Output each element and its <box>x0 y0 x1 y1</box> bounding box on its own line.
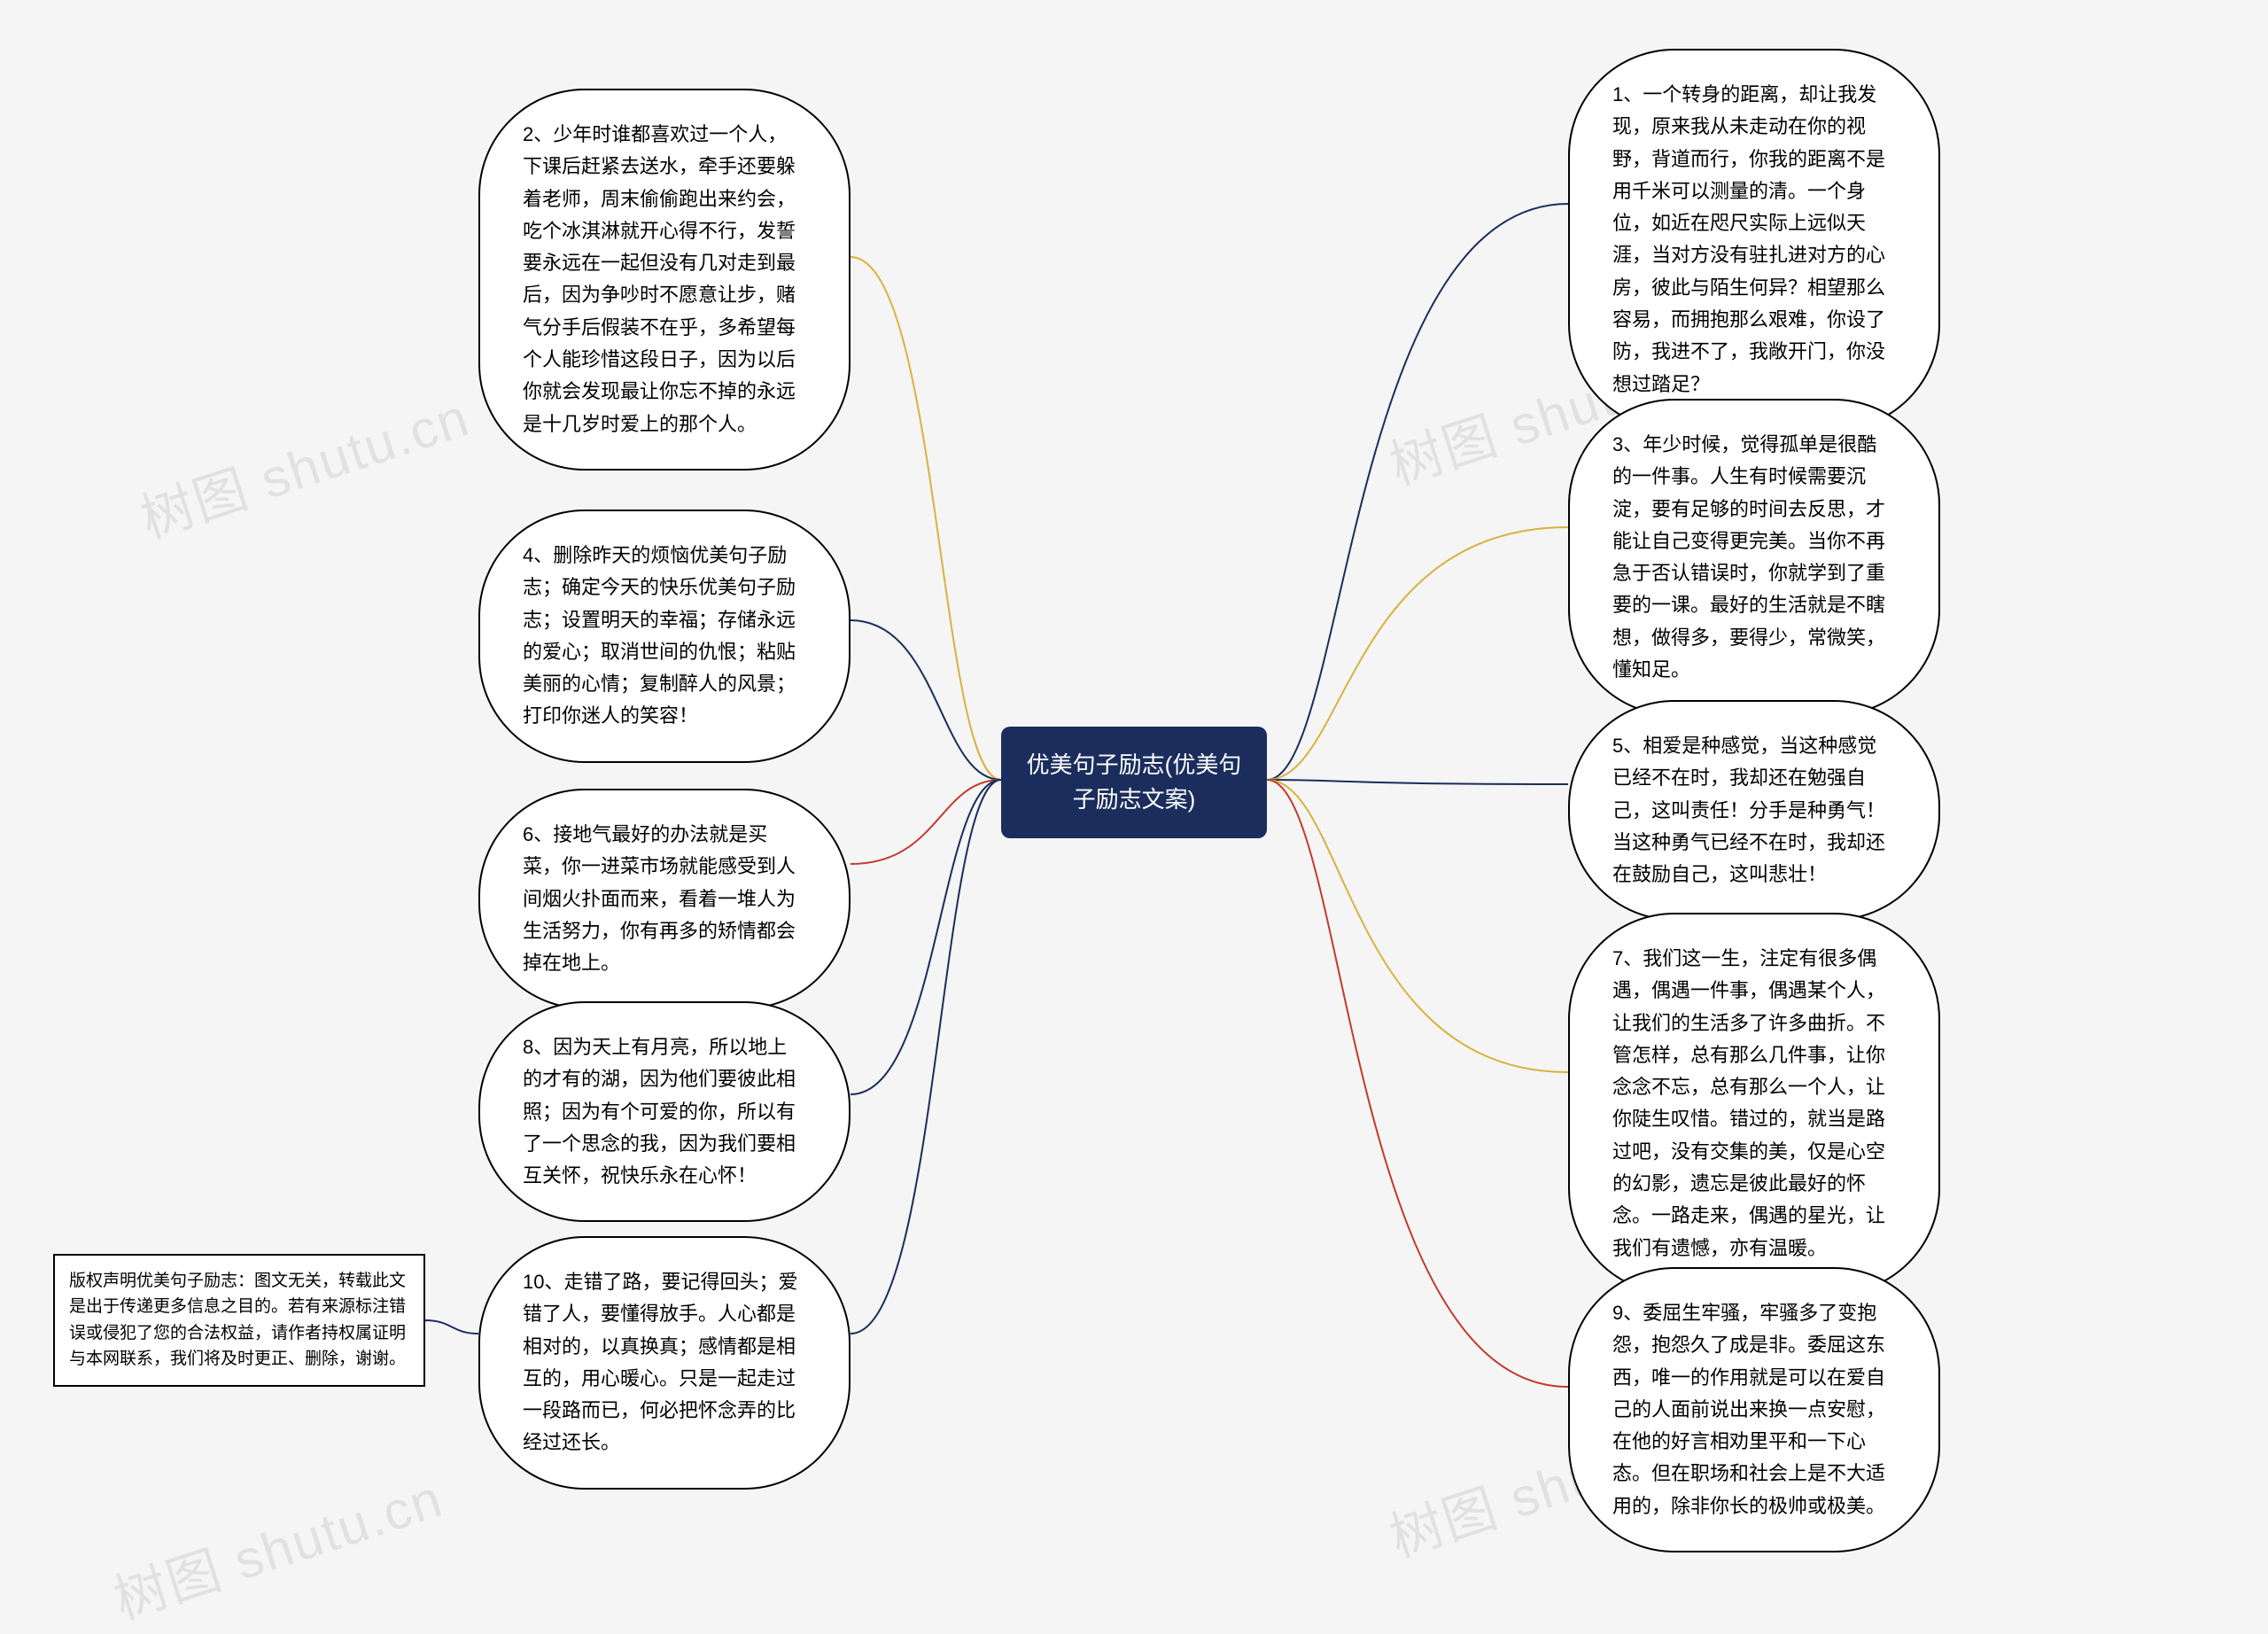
connector-n2 <box>850 257 1001 780</box>
connector-n4 <box>850 620 1001 780</box>
copyright-footnote: 版权声明优美句子励志：图文无关，转载此文是出于传递更多信息之目的。若有来源标注错… <box>53 1254 425 1387</box>
connector-n10 <box>850 780 1001 1334</box>
mindmap-node-9[interactable]: 9、委屈生牢骚，牢骚多了变抱怨，抱怨久了成是非。委屈这东西，唯一的作用就是可以在… <box>1568 1267 1940 1552</box>
connector-n6 <box>850 780 1001 864</box>
mindmap-center[interactable]: 优美句子励志(优美句子励志文案) <box>1001 727 1267 838</box>
mindmap-node-4[interactable]: 4、删除昨天的烦恼优美句子励志；确定今天的快乐优美句子励志；设置明天的幸福；存储… <box>478 510 850 763</box>
mindmap-node-6[interactable]: 6、接地气最好的办法就是买菜，你一进菜市场就能感受到人间烟火扑面而来，看着一堆人… <box>478 789 850 1009</box>
watermark: 树图 shutu.cn <box>103 1456 452 1634</box>
mindmap-node-10[interactable]: 10、走错了路，要记得回头；爱错了人，要懂得放手。人心都是相对的，以真换真；感情… <box>478 1236 850 1490</box>
mindmap-node-5[interactable]: 5、相爱是种感觉，当这种感觉已经不在时，我却还在勉强自己，这叫责任！分手是种勇气… <box>1568 700 1940 921</box>
connector-n9 <box>1267 780 1568 1387</box>
connector-footnote <box>425 1320 478 1334</box>
mindmap-node-3[interactable]: 3、年少时候，觉得孤单是很酷的一件事。人生有时候需要沉淀，要有足够的时间去反思，… <box>1568 399 1940 716</box>
mindmap-node-7[interactable]: 7、我们这一生，注定有很多偶遇，偶遇一件事，偶遇某个人，让我们的生活多了许多曲折… <box>1568 913 1940 1295</box>
mindmap-node-8[interactable]: 8、因为天上有月亮，所以地上的才有的湖，因为他们要彼此相照；因为有个可爱的你，所… <box>478 1001 850 1222</box>
mindmap-node-2[interactable]: 2、少年时谁都喜欢过一个人，下课后赶紧去送水，牵手还要躲着老师，周末偷偷跑出来约… <box>478 89 850 471</box>
connector-n5 <box>1267 780 1568 784</box>
mindmap-node-1[interactable]: 1、一个转身的距离，却让我发现，原来我从未走动在你的视野，背道而行，你我的距离不… <box>1568 49 1940 431</box>
connector-n8 <box>850 780 1001 1094</box>
connector-n1 <box>1267 204 1568 780</box>
connector-n3 <box>1267 527 1568 780</box>
connector-n7 <box>1267 780 1568 1072</box>
watermark: 树图 shutu.cn <box>129 375 478 554</box>
